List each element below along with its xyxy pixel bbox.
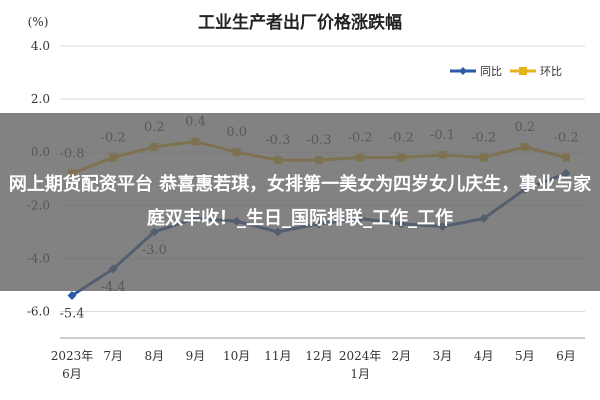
- x-tick-label-3: 9月: [186, 349, 206, 363]
- legend-marker-1: [519, 67, 527, 75]
- y-tick-label-1: 2.0: [31, 92, 50, 106]
- series-point-0-0: [67, 291, 77, 301]
- y-tick-label-5: -6.0: [27, 304, 50, 318]
- legend: 同比 环比: [450, 65, 562, 78]
- x-tick-label-7: 2024年 1月: [339, 349, 382, 381]
- y-tick-label-0: 4.0: [31, 39, 50, 53]
- legend-label-1: 环比: [540, 65, 562, 78]
- x-tick-label-4: 10月: [223, 349, 250, 363]
- y-axis-unit: (%): [28, 15, 49, 29]
- chart-title: 工业生产者出厂价格涨跌幅: [198, 12, 402, 33]
- overlay-banner: [0, 113, 600, 291]
- x-tick-label-12: 6月: [556, 349, 576, 363]
- x-tick-label-0: 2023年 6月: [51, 349, 94, 381]
- x-tick-label-1: 7月: [103, 349, 123, 363]
- legend-label-0: 同比: [480, 65, 502, 78]
- x-tick-label-6: 12月: [305, 349, 332, 363]
- x-tick-label-2: 8月: [145, 349, 165, 363]
- x-axis-ticks: 2023年 6月 7月 8月 9月 10月 11月 12月 2024年 1月 2月 3月 4月 5月 6月: [51, 349, 576, 381]
- x-tick-label-11: 5月: [515, 349, 535, 363]
- overlay-headline: 网上期货配资平台 恭喜惠若琪，女排第一美女为四岁女儿庆生，事业与家庭双丰收！_生…: [8, 174, 592, 229]
- data-label-0-0: -5.4: [59, 307, 84, 322]
- x-tick-label-9: 3月: [433, 349, 453, 363]
- x-tick-label-8: 2月: [392, 349, 412, 363]
- x-tick-label-10: 4月: [474, 349, 494, 363]
- x-tick-label-5: 11月: [264, 349, 291, 363]
- legend-marker-0: [459, 67, 467, 75]
